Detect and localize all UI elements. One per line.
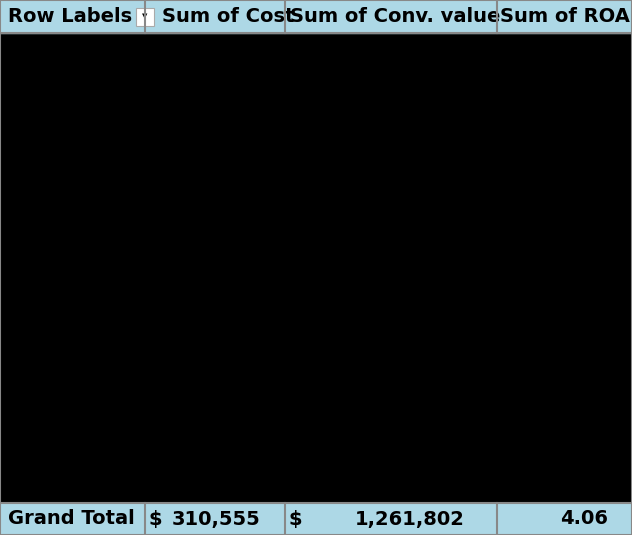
Text: Sum of Conv. value: Sum of Conv. value bbox=[290, 7, 501, 26]
Text: Sum of ROAS: Sum of ROAS bbox=[500, 7, 632, 26]
Text: 1,261,802: 1,261,802 bbox=[355, 509, 465, 529]
Text: Grand Total: Grand Total bbox=[8, 509, 135, 529]
Text: 4.06: 4.06 bbox=[560, 509, 608, 529]
Bar bbox=[0, 0, 632, 33]
Text: ▼: ▼ bbox=[142, 13, 148, 19]
Text: 310,555: 310,555 bbox=[172, 509, 261, 529]
FancyBboxPatch shape bbox=[136, 8, 154, 26]
Text: $: $ bbox=[148, 509, 162, 529]
Text: Row Labels: Row Labels bbox=[8, 7, 132, 26]
Text: Sum of Cost: Sum of Cost bbox=[162, 7, 295, 26]
Bar bbox=[0, 503, 632, 535]
Bar bbox=[0, 33, 632, 503]
Text: $: $ bbox=[288, 509, 301, 529]
